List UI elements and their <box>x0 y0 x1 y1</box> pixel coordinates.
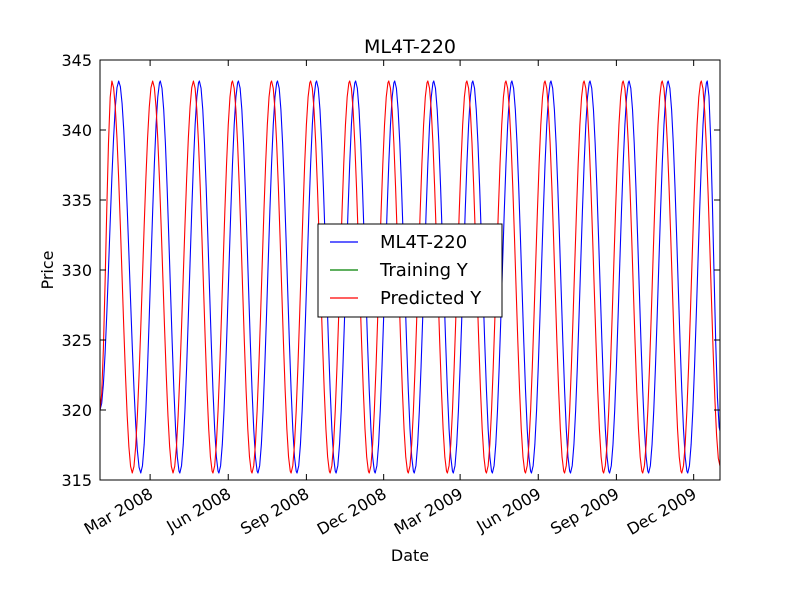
y-tick-label: 315 <box>61 471 92 490</box>
y-tick-label: 330 <box>61 261 92 280</box>
series-line-2 <box>99 80 721 474</box>
y-tick-label: 320 <box>61 401 92 420</box>
y-tick-label: 325 <box>61 331 92 350</box>
legend-label: ML4T-220 <box>380 232 467 253</box>
y-tick-label: 345 <box>61 51 92 70</box>
series-line-0 <box>99 80 721 474</box>
y-axis: 315 320 325 330 335 340 345 <box>61 51 720 490</box>
chart-title: ML4T-220 <box>364 36 456 58</box>
y-axis-title: Price <box>38 250 57 289</box>
legend-label: Training Y <box>379 260 469 281</box>
x-axis-title: Date <box>391 546 429 565</box>
y-tick-label: 340 <box>61 121 92 140</box>
y-tick-label: 335 <box>61 191 92 210</box>
legend-label: Predicted Y <box>380 288 482 309</box>
legend: ML4T-220 Training Y Predicted Y <box>317 223 503 318</box>
plot-lines <box>99 80 721 474</box>
